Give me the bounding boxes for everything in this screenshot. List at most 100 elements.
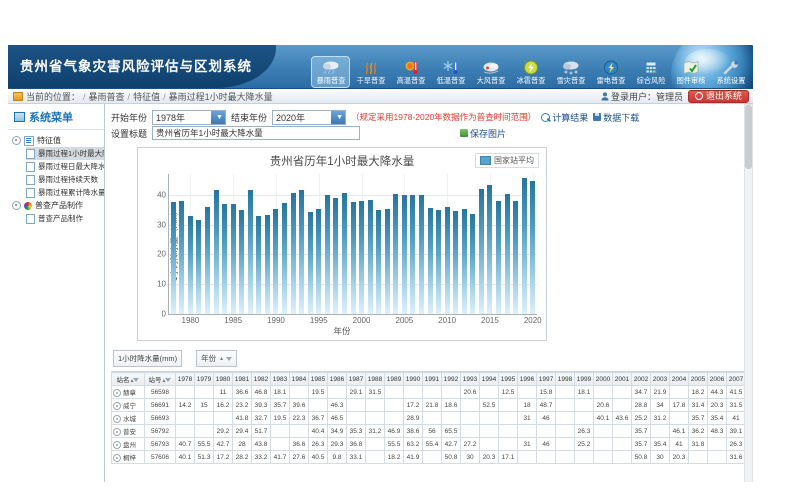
row-expand-icon[interactable] — [113, 415, 121, 423]
toolbar-item-干旱普查[interactable]: 干旱普查 — [352, 57, 389, 87]
col-header-year[interactable]: 1992 — [442, 373, 461, 386]
col-header-year[interactable]: 2003 — [651, 373, 670, 386]
toolbar-item-综合风险[interactable]: 综合风险 — [632, 57, 669, 87]
chart-bar-2014 — [479, 189, 484, 314]
sidebar-item-暴雨过程日最大降水量[interactable]: 暴雨过程日最大降水量 — [26, 160, 104, 173]
toolbar-item-雪灾普查[interactable]: 雪灾普查 — [552, 57, 589, 87]
col-header-year[interactable]: 1984 — [290, 373, 309, 386]
data-download-button[interactable]: 数据下载 — [593, 111, 639, 124]
col-header-year[interactable]: 2002 — [632, 373, 651, 386]
col-header-year[interactable]: 1983 — [271, 373, 290, 386]
col-header-year[interactable]: 2001 — [613, 373, 632, 386]
col-header-year[interactable]: 2006 — [708, 373, 727, 386]
col-header-year[interactable]: 1988 — [366, 373, 385, 386]
measure-field[interactable]: 1小时降水量(mm) — [113, 350, 182, 367]
col-header-year[interactable]: 1978 — [176, 373, 195, 386]
chart-title-input[interactable] — [152, 126, 360, 140]
value-cell: 18 — [518, 399, 537, 412]
row-expand-icon[interactable] — [113, 402, 121, 410]
value-cell: 31.2 — [651, 412, 670, 425]
col-header-name[interactable]: 站名▲ — [112, 373, 145, 386]
sidebar-item-暴雨过程1小时最大降水量[interactable]: 暴雨过程1小时最大降水量 — [26, 147, 104, 160]
value-cell: 46 — [537, 412, 556, 425]
breadcrumb-link[interactable]: 特征值 — [133, 92, 160, 102]
col-header-year[interactable]: 1999 — [575, 373, 594, 386]
chart-legend[interactable]: 国家站平均 — [475, 153, 539, 168]
sidebar-group-普查产品制作[interactable]: 普查产品制作 — [12, 199, 104, 212]
col-header-year[interactable]: 1998 — [556, 373, 575, 386]
page-icon — [26, 162, 35, 172]
col-header-year[interactable]: 1979 — [195, 373, 214, 386]
col-header-year[interactable]: 1997 — [537, 373, 556, 386]
calculator-icon — [641, 59, 661, 75]
toolbar-item-高温普查[interactable]: 高温普查 — [392, 57, 429, 87]
expand-icon[interactable] — [12, 136, 21, 145]
pivot-fields: 1小时降水量(mm) 年份 ▲ — [113, 350, 753, 367]
col-header-year[interactable]: 1995 — [499, 373, 518, 386]
sidebar-item-暴雨过程持续天数[interactable]: 暴雨过程持续天数 — [26, 173, 104, 186]
col-header-year[interactable]: 2007 — [727, 373, 746, 386]
col-header-year[interactable]: 1980 — [214, 373, 233, 386]
sidebar-group-特征值[interactable]: 特征值 — [12, 134, 104, 147]
toolbar-item-雷电普查[interactable]: 雷电普查 — [592, 57, 629, 87]
toolbar-item-低温普查[interactable]: 低温普查 — [432, 57, 469, 87]
start-year-select[interactable]: 1978年 ▼ — [152, 110, 226, 125]
row-expand-icon[interactable] — [113, 428, 121, 436]
vertical-scrollbar[interactable] — [744, 104, 753, 482]
sidebar-item-暴雨过程累计降水量[interactable]: 暴雨过程累计降水量 — [26, 186, 104, 199]
save-image-button[interactable]: 保存图片 — [460, 127, 506, 140]
page-icon — [26, 214, 35, 224]
station-name: 水城 — [123, 416, 136, 423]
col-header-year[interactable]: 1989 — [385, 373, 404, 386]
row-expand-icon[interactable] — [113, 441, 121, 449]
end-year-select[interactable]: 2020年 ▼ — [272, 110, 346, 125]
value-cell — [575, 451, 594, 464]
value-cell: 31.8 — [689, 438, 708, 451]
start-year-label: 开始年份 — [111, 111, 147, 124]
col-header-year[interactable]: 1990 — [404, 373, 423, 386]
row-expand-icon[interactable] — [113, 389, 121, 397]
toolbar-item-冰雹普查[interactable]: 冰雹普查 — [512, 57, 549, 87]
scrollbar-thumb[interactable] — [745, 105, 752, 169]
col-header-year[interactable]: 2004 — [670, 373, 689, 386]
expand-icon[interactable] — [12, 201, 21, 210]
value-cell — [423, 412, 442, 425]
value-cell: 46 — [537, 438, 556, 451]
row-expand-icon[interactable] — [113, 454, 121, 462]
breadcrumb-link[interactable]: 暴雨过程1小时最大降水量 — [169, 92, 273, 102]
toolbar-item-大风普查[interactable]: 大风普查 — [472, 57, 509, 87]
toolbar-item-系统设置[interactable]: 系统设置 — [712, 57, 749, 87]
toolbar-item-label: 暴雨普查 — [316, 76, 345, 86]
col-header-year[interactable]: 1981 — [233, 373, 252, 386]
col-header-year[interactable]: 1987 — [347, 373, 366, 386]
value-cell: 40.4 — [309, 425, 328, 438]
col-header-year[interactable]: 1982 — [252, 373, 271, 386]
col-header-year[interactable]: 1991 — [423, 373, 442, 386]
toolbar-item-图件审核[interactable]: 图件审核 — [672, 57, 709, 87]
x-tick-label: 1985 — [224, 316, 242, 325]
value-cell — [195, 412, 214, 425]
col-header-year[interactable]: 1986 — [328, 373, 347, 386]
col-header-year[interactable]: 1996 — [518, 373, 537, 386]
toolbar-item-label: 系统设置 — [716, 76, 745, 86]
col-header-year[interactable]: 2000 — [594, 373, 613, 386]
logout-button[interactable]: 退出系统 — [688, 90, 749, 103]
breadcrumb-link[interactable]: 暴雨普查 — [89, 92, 125, 102]
col-header-year[interactable]: 2005 — [689, 373, 708, 386]
col-header-id[interactable]: 站号▲ — [145, 373, 176, 386]
toolbar-item-暴雨普查[interactable]: 暴雨普查 — [312, 57, 349, 87]
value-cell: 23.2 — [233, 399, 252, 412]
page-icon — [26, 175, 35, 185]
main-panel: 开始年份 1978年 ▼ 结束年份 2020年 ▼ （规定采用1978-2020… — [105, 104, 753, 482]
calc-result-button[interactable]: 计算结果 — [541, 111, 588, 124]
value-cell — [499, 438, 518, 451]
chart-bar-1999 — [351, 202, 356, 314]
col-header-year[interactable]: 1993 — [461, 373, 480, 386]
col-header-year[interactable]: 1985 — [309, 373, 328, 386]
year-field[interactable]: 年份 ▲ — [196, 350, 237, 367]
heat-waves-icon — [361, 59, 381, 75]
col-header-year[interactable]: 1994 — [480, 373, 499, 386]
sidebar-item-普查产品制作[interactable]: 普查产品制作 — [26, 212, 104, 225]
station-name: 普安 — [123, 429, 136, 436]
chart-bar-1983 — [214, 190, 219, 314]
